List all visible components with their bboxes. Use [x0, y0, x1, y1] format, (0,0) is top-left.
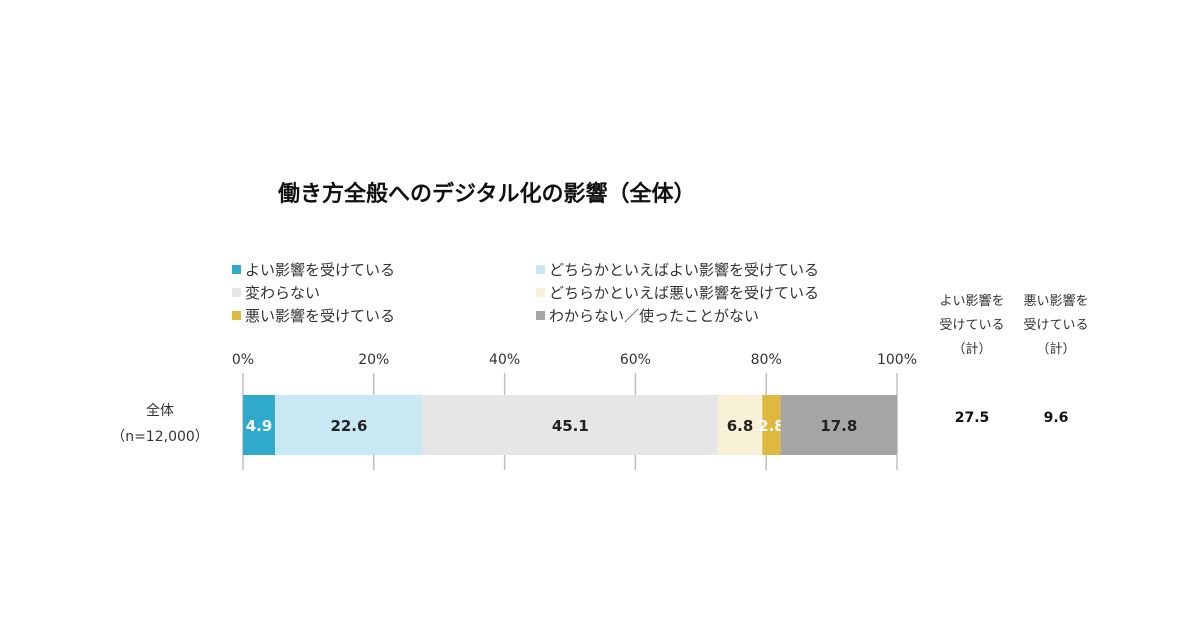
legend-swatch	[536, 310, 545, 320]
legend-swatch	[232, 264, 241, 274]
bar-data-label: 17.8	[820, 417, 857, 435]
x-tick-label: 80%	[751, 352, 782, 368]
bar-segment	[717, 395, 763, 455]
category-label-line1: 全体	[146, 403, 174, 419]
legend-item-somewhat-good: どちらかといえばよい影響を受けている	[536, 259, 819, 279]
bar-segment	[780, 395, 897, 455]
bar-segment	[762, 395, 781, 455]
x-tick-label: 60%	[620, 352, 651, 368]
x-tick-label: 40%	[489, 352, 520, 368]
total-bad-header-line2: 受けている	[1023, 318, 1089, 333]
chart-title: 働き方全般へのデジタル化の影響（全体）	[278, 182, 696, 207]
legend-swatch	[232, 310, 241, 320]
bar-segment	[422, 395, 718, 455]
category-label: 全体 （n=12,000）	[95, 398, 225, 450]
legend-label: 変わらない	[245, 283, 321, 302]
legend-label: 悪い影響を受けている	[245, 306, 396, 325]
total-good-header-line1: よい影響を	[939, 294, 1005, 309]
bar-segment	[275, 395, 423, 455]
bar-data-label: 22.6	[330, 417, 367, 435]
bar-data-label: 2.8	[758, 417, 785, 435]
legend-label: どちらかといえば悪い影響を受けている	[549, 283, 820, 302]
legend-swatch	[536, 287, 545, 297]
x-tick-label: 20%	[358, 352, 389, 368]
total-bad-header-line1: 悪い影響を	[1023, 294, 1089, 309]
bar-data-label: 4.9	[246, 417, 273, 435]
legend-item-unchanged: 変わらない	[232, 282, 320, 302]
legend-item-somewhat-bad: どちらかといえば悪い影響を受けている	[536, 282, 819, 302]
x-tick-label: 100%	[877, 352, 917, 368]
total-good-value: 27.5	[954, 410, 990, 426]
total-bad-value: 9.6	[1043, 410, 1069, 426]
bar-data-label: 45.1	[552, 417, 589, 435]
total-bad-header-line3: （計）	[1036, 342, 1076, 357]
legend-item-bad: 悪い影響を受けている	[232, 305, 395, 325]
total-good-header-line3: （計）	[952, 342, 992, 357]
legend-label: よい影響を受けている	[245, 260, 396, 279]
legend-label: どちらかといえばよい影響を受けている	[549, 260, 820, 279]
legend-item-good: よい影響を受けている	[232, 259, 395, 279]
legend-swatch	[536, 264, 545, 274]
category-label-line2: （n=12,000）	[111, 429, 209, 445]
total-bad-header: 悪い影響を 受けている （計）	[1011, 290, 1101, 362]
legend-swatch	[232, 287, 241, 297]
bar-data-label: 6.8	[727, 417, 754, 435]
x-tick-label: 0%	[232, 352, 254, 368]
legend-item-unknown: わからない／使ったことがない	[536, 305, 759, 325]
bar-segment	[243, 395, 276, 455]
legend-label: わからない／使ったことがない	[549, 306, 760, 325]
total-good-header-line2: 受けている	[939, 318, 1005, 333]
total-good-header: よい影響を 受けている （計）	[927, 290, 1017, 362]
